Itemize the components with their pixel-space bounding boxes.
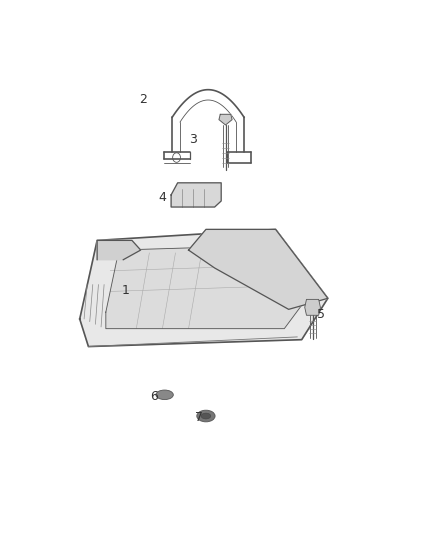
Text: 6: 6 [150,390,158,403]
Text: 5: 5 [317,308,325,321]
Polygon shape [97,240,141,260]
Ellipse shape [156,390,173,400]
Polygon shape [171,183,221,207]
Ellipse shape [197,410,215,422]
Polygon shape [305,300,321,316]
Polygon shape [80,229,328,346]
Text: 4: 4 [159,191,166,204]
Text: 3: 3 [189,133,197,146]
Text: 1: 1 [121,284,129,297]
Ellipse shape [201,413,211,419]
Text: 2: 2 [139,93,147,106]
Polygon shape [106,246,302,329]
Text: 7: 7 [195,411,203,424]
Polygon shape [188,229,328,309]
Polygon shape [219,114,232,125]
